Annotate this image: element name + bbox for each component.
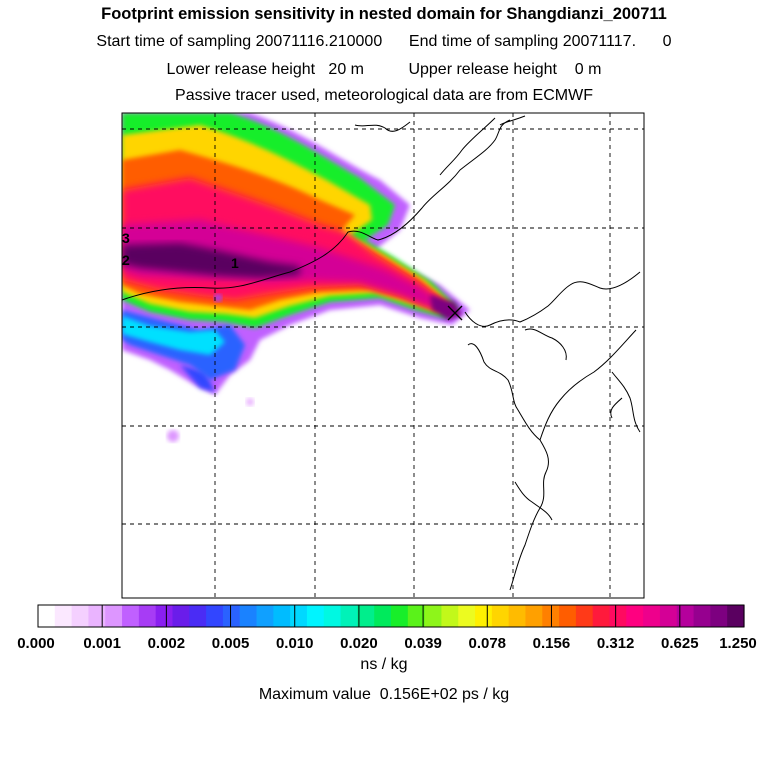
plot-title: Footprint emission sensitivity in nested… [101, 5, 667, 23]
colorbar-tick-label: 0.312 [597, 635, 635, 652]
colorbar-cell [609, 605, 627, 627]
colorbar-cell [239, 605, 258, 627]
colorbar-cell [290, 605, 308, 627]
colorbar-cell [575, 605, 594, 627]
colorbar-tick-label: 1.250 [719, 635, 757, 652]
colorbar-unit: ns / kg [360, 656, 408, 673]
tracer-info-line: Passive tracer used, meteorological data… [175, 87, 593, 104]
colorbar-cell [138, 605, 157, 627]
colorbar-cell [155, 605, 174, 627]
footprint-map: 3 2 1 [121, 112, 645, 599]
colorbar-cell [508, 605, 527, 627]
colorbar-cell [222, 605, 241, 627]
colorbar-frame [37, 604, 745, 628]
colorbar-tick-label: 0.625 [661, 635, 699, 652]
contour-label-2: 2 [122, 252, 130, 268]
colorbar-cell [206, 605, 224, 627]
colorbar-cell [727, 605, 745, 627]
colorbar-cell [643, 605, 661, 627]
colorbar-cell [626, 605, 644, 627]
colorbar-cell [693, 605, 711, 627]
colorbar-tick-label: 0.000 [17, 635, 55, 652]
colorbar-cell [357, 605, 375, 627]
colorbar-cell [710, 605, 728, 627]
colorbar-cell [458, 605, 476, 627]
colorbar-cell [88, 605, 106, 627]
colorbar-cell [340, 605, 358, 627]
colorbar-cell [424, 605, 443, 627]
colorbar-cell [441, 605, 459, 627]
colorbar-cell [491, 605, 510, 627]
colorbar-tick-label: 0.039 [404, 635, 442, 652]
colorbar-cell [256, 605, 274, 627]
colorbar-cell [407, 605, 426, 627]
colorbar-ticks: 0.000 0.001 0.002 0.005 0.010 0.020 0.039 0.078… [17, 605, 757, 652]
contour-label-3: 3 [122, 230, 130, 246]
colorbar-cell [273, 605, 291, 627]
colorbar-tick-label: 0.156 [533, 635, 571, 652]
colorbar-cell [475, 605, 493, 627]
colorbar-cell [122, 605, 140, 627]
colorbar-cell [374, 605, 392, 627]
colorbar-tick-label: 0.005 [212, 635, 250, 652]
colorbar-cell [71, 605, 90, 627]
colorbar-cell [391, 605, 409, 627]
colorbar-cell [676, 605, 695, 627]
sampling-time-line: Start time of sampling 20071116.210000 E… [96, 33, 672, 50]
colorbar-tick-label: 0.002 [148, 635, 186, 652]
sensitivity-field [122, 113, 470, 442]
colorbar-cell [38, 605, 56, 627]
colorbar: 0.000 0.001 0.002 0.005 0.010 0.020 0.039 0.078… [17, 604, 757, 652]
colorbar-cell [559, 605, 577, 627]
release-height-line: Lower release height 20 m Upper release … [166, 61, 602, 78]
colorbar-cell [172, 605, 190, 627]
coastline [122, 115, 641, 591]
colorbar-cell [323, 605, 342, 627]
colorbar-tick-label: 0.020 [340, 635, 378, 652]
receptor-marker-icon [447, 305, 463, 321]
colorbar-tick-label: 0.001 [83, 635, 121, 652]
maximum-value: Maximum value 0.156E+02 ps / kg [258, 686, 510, 703]
map-frame [121, 112, 645, 599]
colorbar-cell [592, 605, 611, 627]
colorbar-cell [54, 605, 73, 627]
colorbar-cell [105, 605, 123, 627]
contour-label-1: 1 [231, 255, 239, 271]
colorbar-cell [525, 605, 543, 627]
colorbar-tick-label: 0.010 [276, 635, 314, 652]
colorbar-cell [189, 605, 207, 627]
colorbar-cells [38, 605, 745, 627]
colorbar-cell [659, 605, 678, 627]
colorbar-tick-label: 0.078 [468, 635, 506, 652]
colorbar-cell [306, 605, 325, 627]
graticule [122, 113, 644, 598]
